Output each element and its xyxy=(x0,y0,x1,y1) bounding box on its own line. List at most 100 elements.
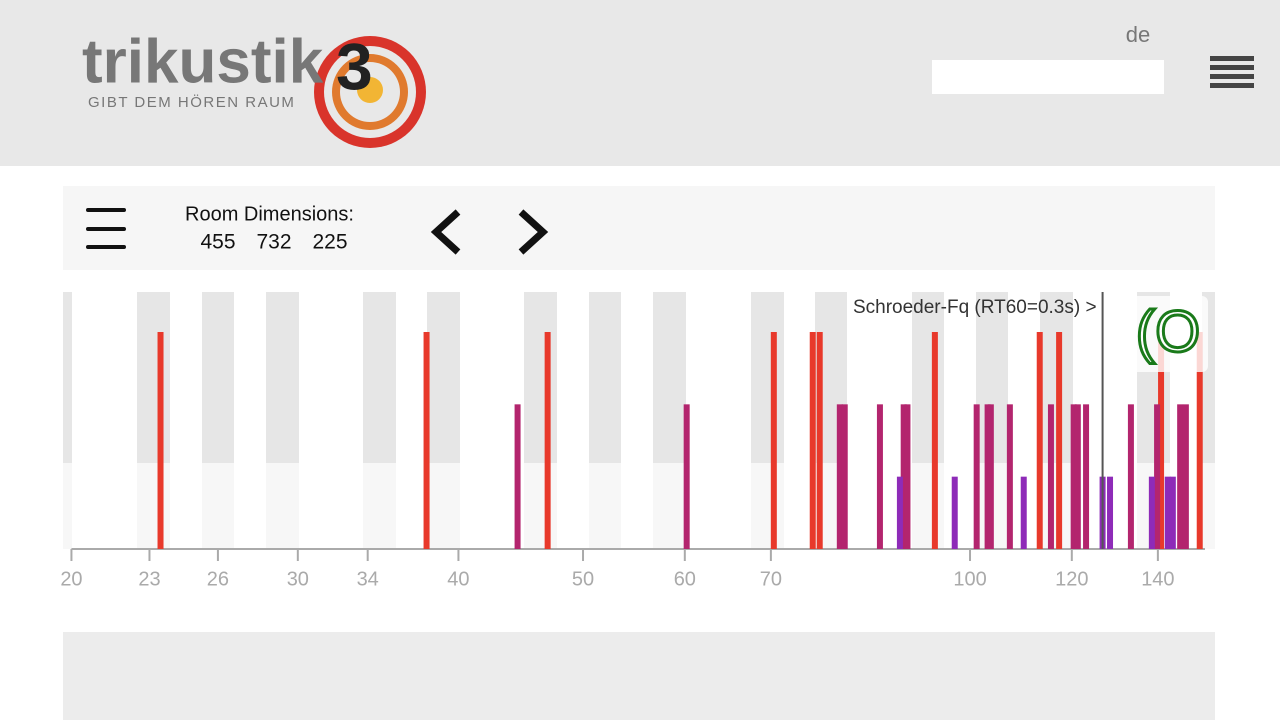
x-tick-label: 100 xyxy=(953,568,986,590)
menu-line xyxy=(1210,65,1254,70)
chart: 20 23 26 30 34 40 50 60 70 100 120 140 Schroeder-Fq … xyxy=(60,292,1205,590)
chart-toggle[interactable]: (O xyxy=(1130,296,1208,372)
menu-line xyxy=(86,245,126,249)
menu-line xyxy=(1210,74,1254,79)
band xyxy=(653,463,686,549)
logo[interactable]: trikustik 3 GIBT DEM HÖREN RAUM xyxy=(82,27,426,148)
mode-bar xyxy=(1056,332,1063,549)
mode-bar xyxy=(1006,404,1013,549)
band xyxy=(202,463,234,549)
mode-bar xyxy=(1020,476,1027,549)
x-tick-label: 50 xyxy=(572,568,594,590)
prev-button[interactable] xyxy=(430,209,461,255)
mode-bar xyxy=(931,332,938,549)
dimension: 732 xyxy=(256,231,291,254)
schroeder-label: Schroeder-Fq (RT60=0.3s) > xyxy=(853,297,1097,318)
content-panel xyxy=(63,632,1215,720)
mode-bar xyxy=(836,404,843,549)
mode-bar xyxy=(1083,404,1090,549)
mode-bar xyxy=(1070,404,1077,549)
mode-bar xyxy=(987,404,994,549)
mode-bar xyxy=(984,404,991,549)
x-tick-label: 40 xyxy=(447,568,469,590)
x-tick-label: 20 xyxy=(60,568,82,590)
toolbar-menu[interactable] xyxy=(86,208,126,249)
x-tick-label: 30 xyxy=(287,568,309,590)
band xyxy=(751,463,784,549)
menu-line xyxy=(86,227,126,231)
logo-dot xyxy=(357,77,383,103)
x-tick-label: 26 xyxy=(207,568,229,590)
x-tick-label: 140 xyxy=(1141,568,1174,590)
toolbar xyxy=(63,186,1215,270)
band xyxy=(363,463,396,549)
mode-bar xyxy=(876,404,883,549)
band xyxy=(524,292,557,463)
mode-bar xyxy=(904,404,911,549)
band xyxy=(751,292,784,463)
band xyxy=(137,463,170,549)
mode-bar xyxy=(1182,404,1189,549)
band xyxy=(1202,463,1215,549)
band xyxy=(427,463,460,549)
mode-bar xyxy=(157,332,164,549)
mode-bar xyxy=(1164,476,1171,549)
mode-bar xyxy=(1158,332,1165,549)
band xyxy=(524,463,557,549)
mode-bar xyxy=(1148,476,1155,549)
mode-bar xyxy=(1177,404,1184,549)
band xyxy=(427,292,460,463)
mode-bar xyxy=(900,404,907,549)
band xyxy=(63,463,72,549)
band xyxy=(912,463,944,549)
mode-bar xyxy=(683,404,690,549)
x-tick-label: 34 xyxy=(357,568,379,590)
x-tick-label: 60 xyxy=(674,568,696,590)
mode-bar xyxy=(973,404,980,549)
mode-bar xyxy=(841,404,848,549)
band xyxy=(653,292,686,463)
band xyxy=(363,292,396,463)
tagline: GIBT DEM HÖREN RAUM xyxy=(88,93,295,111)
band xyxy=(202,292,234,463)
mode-bar xyxy=(1196,332,1203,549)
band xyxy=(137,292,170,463)
band xyxy=(266,292,299,463)
toggle-bg xyxy=(1130,296,1208,372)
band xyxy=(912,292,944,463)
mode-bar xyxy=(1047,404,1054,549)
band xyxy=(63,292,72,463)
mode-bar xyxy=(816,332,823,549)
mode-bar xyxy=(1107,476,1114,549)
mode-bar xyxy=(544,332,551,549)
mode-bar xyxy=(1036,332,1043,549)
next-button[interactable] xyxy=(518,209,549,255)
menu-icon[interactable] xyxy=(1210,56,1254,88)
background-bands xyxy=(63,292,1215,549)
menu-line xyxy=(86,208,126,212)
mode-bar xyxy=(809,332,816,549)
logo-mark: 3 xyxy=(336,29,373,103)
band xyxy=(589,292,621,463)
band xyxy=(589,463,621,549)
toggle-icon: (O xyxy=(1136,299,1200,364)
mode-bar xyxy=(514,404,521,549)
dimension: 225 xyxy=(312,231,347,254)
mode-bar xyxy=(1127,404,1134,549)
menu-line xyxy=(1210,83,1254,88)
menu-line xyxy=(1210,56,1254,61)
x-tick-label: 120 xyxy=(1055,568,1088,590)
dimensions-label: Room Dimensions: xyxy=(185,203,354,225)
logo-text: trikustik xyxy=(82,27,324,96)
language-link[interactable]: de xyxy=(1126,22,1150,47)
mode-bar xyxy=(1154,404,1161,549)
mode-bar xyxy=(770,332,777,549)
search-input[interactable] xyxy=(932,60,1164,94)
x-tick-label: 23 xyxy=(138,568,160,590)
x-tick-label: 70 xyxy=(760,568,782,590)
mode-bar xyxy=(951,476,958,549)
mode-bar xyxy=(423,332,430,549)
band xyxy=(266,463,299,549)
